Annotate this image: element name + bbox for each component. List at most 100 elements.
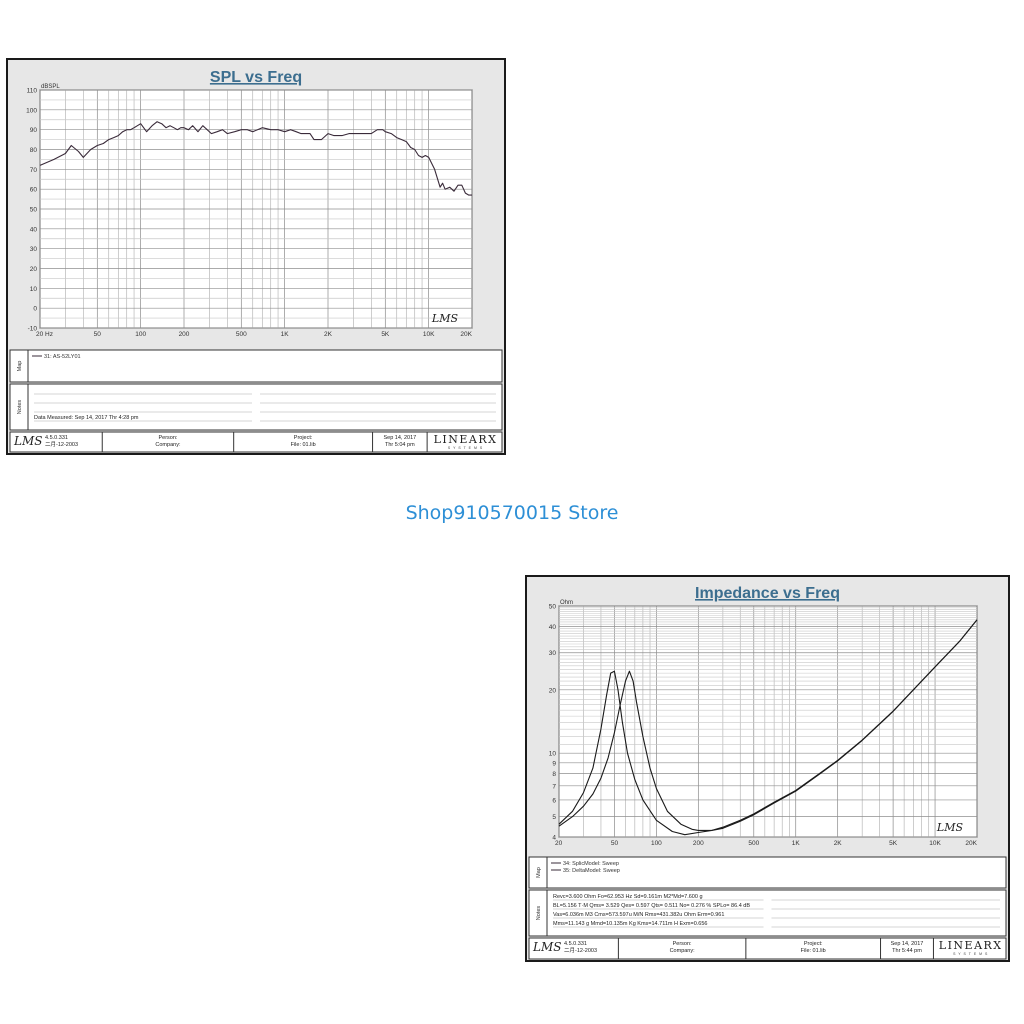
spl-footer-company: Company:	[155, 442, 181, 448]
impedance-legend-entry: 35: DeltaModel: Sweep	[563, 868, 620, 874]
impedance-x-tick-label: 10K	[929, 840, 941, 847]
spl-footer-brand-sub: S Y S T E M S	[448, 446, 483, 450]
impedance-notes-line: Mms=11.143 g Mmd=10.135m Kg Kms=14.711m …	[553, 921, 708, 927]
impedance-y-grid	[559, 605, 977, 838]
impedance-y-tick-labels: 4 5 6 7 8 9 10 20 30 40 50	[549, 604, 557, 842]
spl-x-tick-label: 500	[236, 331, 247, 338]
impedance-x-grid	[558, 606, 978, 837]
spl-y-tick-label: 90	[30, 127, 38, 134]
spl-map-box	[9, 349, 503, 383]
impedance-footer-company: Company:	[670, 948, 696, 954]
impedance-footer-version: 4.5.0.331	[564, 941, 587, 947]
spl-y-tick-label: 60	[30, 187, 38, 194]
impedance-lms-watermark: LMS	[936, 821, 964, 834]
impedance-y-tick-label: 7	[552, 783, 556, 790]
impedance-x-tick-label: 200	[693, 840, 704, 847]
impedance-chart-title: Impedance vs Freq	[695, 585, 840, 602]
impedance-x-tick-labels: 20 50 100 200 500 1K 2K 5K 10K 20K	[555, 840, 978, 847]
impedance-y-tick-label: 4	[552, 835, 556, 842]
impedance-y-tick-label: 5	[552, 814, 556, 821]
store-name: Shop910570015 Store	[405, 502, 619, 524]
impedance-footer-time: Thr 5:44 pm	[892, 948, 922, 954]
spl-y-tick-labels: -10 0 10 20 30 40 50 60 70 80 90 100 110	[26, 88, 37, 333]
impedance-y-tick-label: 20	[549, 687, 557, 694]
spl-y-tick-label: 10	[30, 286, 38, 293]
impedance-y-tick-label: 30	[549, 650, 557, 657]
spl-x-tick-label: 100	[135, 331, 146, 338]
spl-y-tick-label: 80	[30, 147, 38, 154]
impedance-x-tick-label: 50	[611, 840, 619, 847]
spl-notes-box	[9, 383, 503, 431]
impedance-x-tick-label: 2K	[834, 840, 843, 847]
impedance-x-tick-label: 5K	[889, 840, 898, 847]
spl-y-unit: dBSPL	[41, 84, 60, 90]
spl-lms-watermark: LMS	[431, 312, 459, 325]
impedance-panel: Impedance vs Freq 4 5 6 7 8 9 10 20 30 40 50 Ohm 20 50…	[525, 575, 1010, 962]
spl-x-tick-label: 200	[179, 331, 190, 338]
impedance-footer-box	[528, 937, 1007, 960]
impedance-y-tick-label: 9	[552, 760, 556, 767]
spl-chart: SPL vs Freq -10 0 10 20 30 40 50 60 70 80 90 100 110d…	[9, 69, 503, 453]
impedance-map-box	[528, 856, 1007, 889]
spl-footer-time: Thr 5:04 pm	[385, 442, 415, 448]
spl-y-grid	[40, 89, 472, 329]
spl-x-tick-label: 20 Hz	[36, 331, 53, 338]
impedance-notes-line: Revc=3.600 Ohm Fo=62.953 Hz Sd=9.161m M2…	[553, 894, 703, 900]
spl-y-tick-label: 0	[33, 306, 37, 313]
impedance-notes-line: Vas=6.036m M3 Cms=573.597u M/N Rms=431.3…	[553, 912, 724, 918]
spl-series-line-1	[39, 121, 472, 196]
impedance-footer-brand: LINEARX	[939, 939, 1003, 952]
impedance-x-tick-label: 20K	[965, 840, 977, 847]
spl-x-tick-label: 50	[94, 331, 102, 338]
impedance-x-tick-label: 1K	[792, 840, 801, 847]
impedance-x-tick-label: 500	[748, 840, 759, 847]
spl-footer-lms-logo: LMS	[13, 434, 42, 448]
spl-footer-date: Sep 14, 2017	[383, 435, 416, 441]
spl-x-tick-label: 20K	[460, 331, 472, 338]
impedance-footer-date-cn: 二月-12-2003	[564, 947, 597, 954]
spl-y-tick-label: 40	[30, 226, 38, 233]
spl-y-tick-label: 20	[30, 266, 38, 273]
impedance-legend-entry: 34: SplicModel: Sweep	[563, 861, 619, 867]
spl-y-tick-label: -10	[28, 326, 38, 333]
impedance-footer-lms-logo: LMS	[532, 940, 561, 954]
impedance-footer-date: Sep 14, 2017	[891, 941, 924, 947]
spl-footer-version: 4.5.0.331	[45, 435, 68, 441]
spl-footer-box	[9, 431, 503, 453]
spl-panel: SPL vs Freq -10 0 10 20 30 40 50 60 70 80 90 100 110 d…	[6, 58, 506, 455]
spl-y-tick-label: 30	[30, 246, 38, 253]
impedance-notes-line: BL=5.156 T·M Qms= 3.529 Qes= 0.597 Qts= …	[553, 903, 750, 909]
impedance-plot-area	[558, 605, 978, 838]
impedance-footer-file: File: 01.lib	[801, 948, 826, 954]
spl-notes-label: Notes	[17, 400, 23, 415]
spl-footer-person: Person:	[158, 435, 177, 441]
impedance-x-tick-label: 100	[651, 840, 662, 847]
spl-map-label: Map	[17, 361, 23, 372]
spl-x-tick-labels: 20 Hz 50 100 200 500 1K 2K 5K 10K 20K	[36, 331, 473, 338]
impedance-footer-brand-sub: S Y S T E M S	[953, 952, 988, 956]
spl-x-tick-label: 2K	[324, 331, 333, 338]
spl-y-tick-label: 70	[30, 167, 38, 174]
impedance-series-line-2	[558, 619, 978, 831]
spl-x-tick-label: 5K	[381, 331, 390, 338]
impedance-x-tick-label: 20	[555, 840, 563, 847]
impedance-y-tick-label: 8	[552, 771, 556, 778]
spl-footer-brand: LINEARX	[434, 433, 498, 446]
impedance-notes-label: Notes	[536, 906, 542, 921]
spl-chart-title: SPL vs Freq	[210, 69, 302, 86]
impedance-footer-project: Project:	[804, 941, 823, 947]
impedance-y-unit: Ohm	[560, 600, 573, 606]
impedance-notes-box	[528, 889, 1007, 937]
spl-y-tick-label: 100	[26, 107, 37, 114]
impedance-y-tick-label: 40	[549, 624, 557, 631]
spl-x-tick-label: 10K	[423, 331, 435, 338]
spl-footer-file: File: 01.lib	[291, 442, 316, 448]
spl-y-tick-label: 50	[30, 207, 38, 214]
impedance-y-tick-label: 10	[549, 751, 557, 758]
impedance-map-label: Map	[536, 867, 542, 878]
spl-footer-date-cn: 二月-12-2003	[45, 441, 78, 448]
impedance-y-tick-label: 50	[549, 604, 557, 611]
spl-footer-project: Project:	[294, 435, 313, 441]
spl-x-tick-label: 1K	[281, 331, 290, 338]
